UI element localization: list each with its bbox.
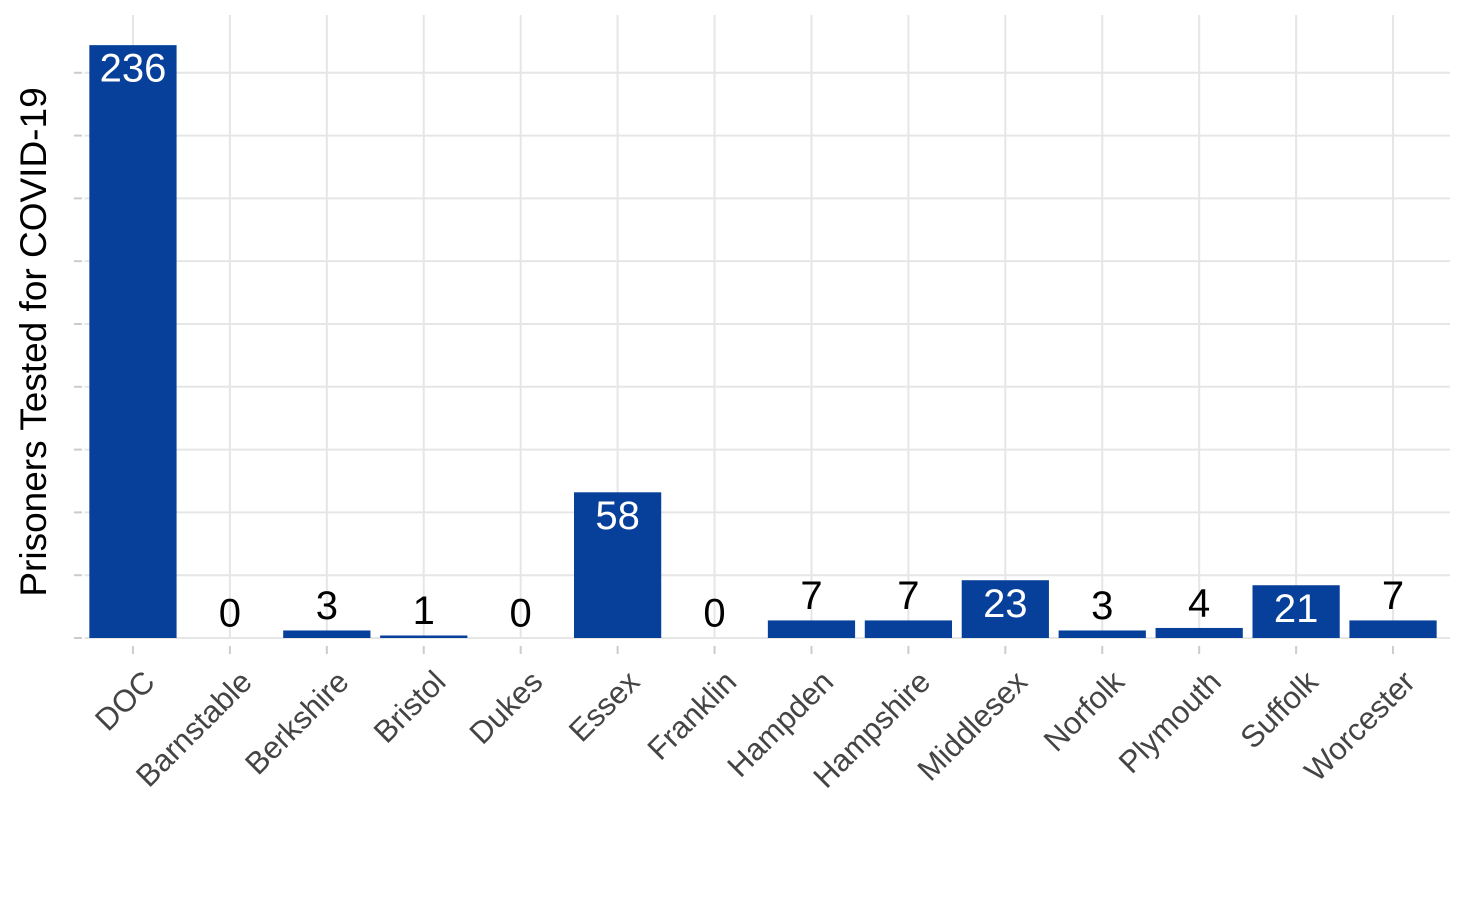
data-label: 1 (413, 589, 435, 633)
data-label: 3 (316, 584, 338, 628)
bar (1058, 630, 1146, 638)
bar (89, 45, 177, 639)
bar (1155, 627, 1243, 638)
x-tick-label: Bristol (367, 664, 453, 750)
data-label: 7 (800, 574, 822, 618)
bar (380, 635, 468, 638)
data-label: 7 (897, 574, 919, 618)
data-label: 236 (100, 47, 167, 91)
bar (1349, 620, 1437, 638)
bar (864, 620, 953, 638)
data-label: 58 (595, 494, 640, 538)
data-label: 0 (510, 592, 532, 636)
bar (573, 492, 662, 638)
data-label: 3 (1091, 584, 1113, 628)
bar (961, 580, 1049, 638)
data-label: 23 (983, 582, 1028, 626)
bar (283, 630, 371, 638)
data-label: 0 (703, 592, 725, 636)
data-label: 0 (219, 592, 241, 636)
data-label: 4 (1188, 582, 1210, 626)
data-label: 21 (1274, 587, 1319, 631)
data-label: 7 (1382, 574, 1404, 618)
x-tick-label: Plymouth (1112, 664, 1228, 780)
x-tick-label: Essex (562, 664, 647, 749)
x-tick-label: Norfolk (1037, 664, 1132, 759)
x-tick-label: Dukes (463, 664, 550, 751)
x-tick-label: Suffolk (1233, 664, 1325, 756)
y-axis-title: Prisoners Tested for COVID-19 (13, 87, 54, 596)
x-tick-label: Berkshire (238, 664, 355, 781)
x-tick-label: DOC (88, 664, 161, 737)
bar (1252, 585, 1340, 638)
bar (767, 620, 856, 638)
